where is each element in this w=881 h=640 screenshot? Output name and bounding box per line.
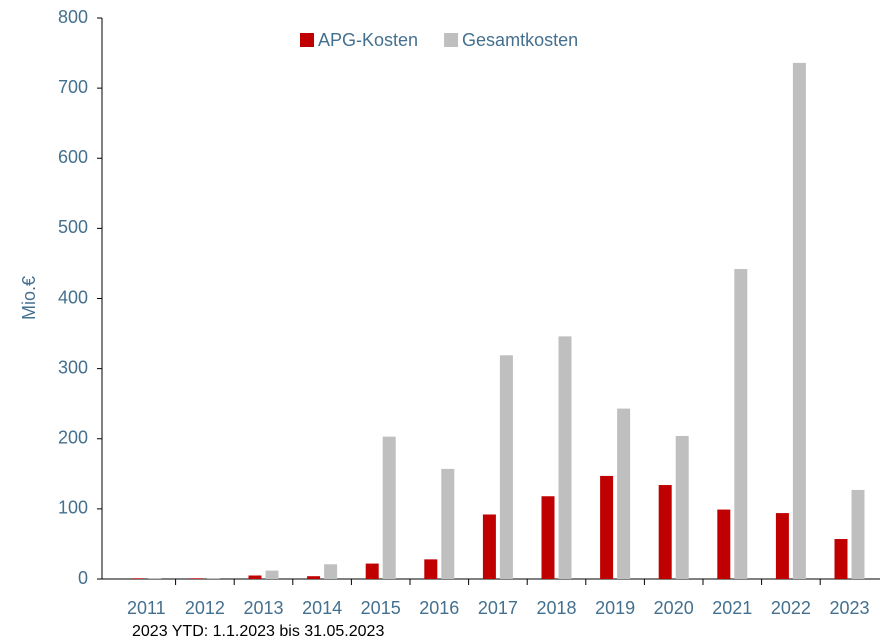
footnote: 2023 YTD: 1.1.2023 bis 31.05.2023	[132, 623, 384, 640]
x-tick-label: 2017	[478, 598, 518, 618]
x-tick-label: 2018	[536, 598, 576, 618]
bar	[541, 496, 555, 579]
x-tick-label: 2012	[185, 598, 225, 618]
y-tick-label: 800	[58, 7, 88, 27]
y-tick-label: 0	[78, 568, 88, 588]
bar	[189, 578, 203, 579]
x-tick-label: 2013	[243, 598, 283, 618]
y-axis-label: Mio.€	[19, 276, 39, 320]
bar	[482, 514, 496, 579]
bar	[382, 436, 396, 579]
bar	[717, 509, 731, 579]
y-tick-label: 500	[58, 217, 88, 237]
legend-swatch	[444, 33, 459, 47]
bar	[600, 475, 614, 579]
y-tick-label: 600	[58, 147, 88, 167]
bar	[775, 513, 789, 579]
bar	[265, 570, 279, 579]
bar	[675, 435, 689, 579]
x-tick-label: 2022	[771, 598, 811, 618]
x-tick-label: 2021	[712, 598, 752, 618]
x-tick-label: 2015	[361, 598, 401, 618]
y-tick-label: 200	[58, 428, 88, 448]
bar	[658, 485, 672, 579]
x-tick-label: 2014	[302, 598, 342, 618]
legend-label: APG-Kosten	[318, 30, 418, 50]
x-tick-label: 2019	[595, 598, 635, 618]
bar	[307, 576, 321, 579]
x-tick-label: 2011	[127, 598, 166, 618]
bar	[248, 575, 262, 579]
x-tick-label: 2016	[419, 598, 459, 618]
bar	[441, 468, 455, 579]
bar	[499, 355, 513, 579]
y-tick-label: 400	[58, 287, 88, 307]
y-tick-label: 700	[58, 77, 88, 97]
bar	[617, 408, 631, 579]
bar	[734, 269, 748, 579]
bar	[324, 564, 338, 579]
bar	[131, 578, 145, 579]
bar	[558, 336, 572, 579]
y-tick-label: 100	[58, 498, 88, 518]
bar	[424, 559, 438, 579]
bar	[834, 539, 848, 579]
legend-label: Gesamtkosten	[462, 30, 578, 50]
legend-swatch	[300, 33, 314, 47]
bar	[851, 489, 865, 579]
y-tick-label: 300	[58, 357, 88, 377]
bar	[365, 563, 379, 579]
x-tick-label: 2020	[654, 598, 694, 618]
bar	[792, 62, 806, 579]
x-tick-label: 2023	[829, 598, 869, 618]
